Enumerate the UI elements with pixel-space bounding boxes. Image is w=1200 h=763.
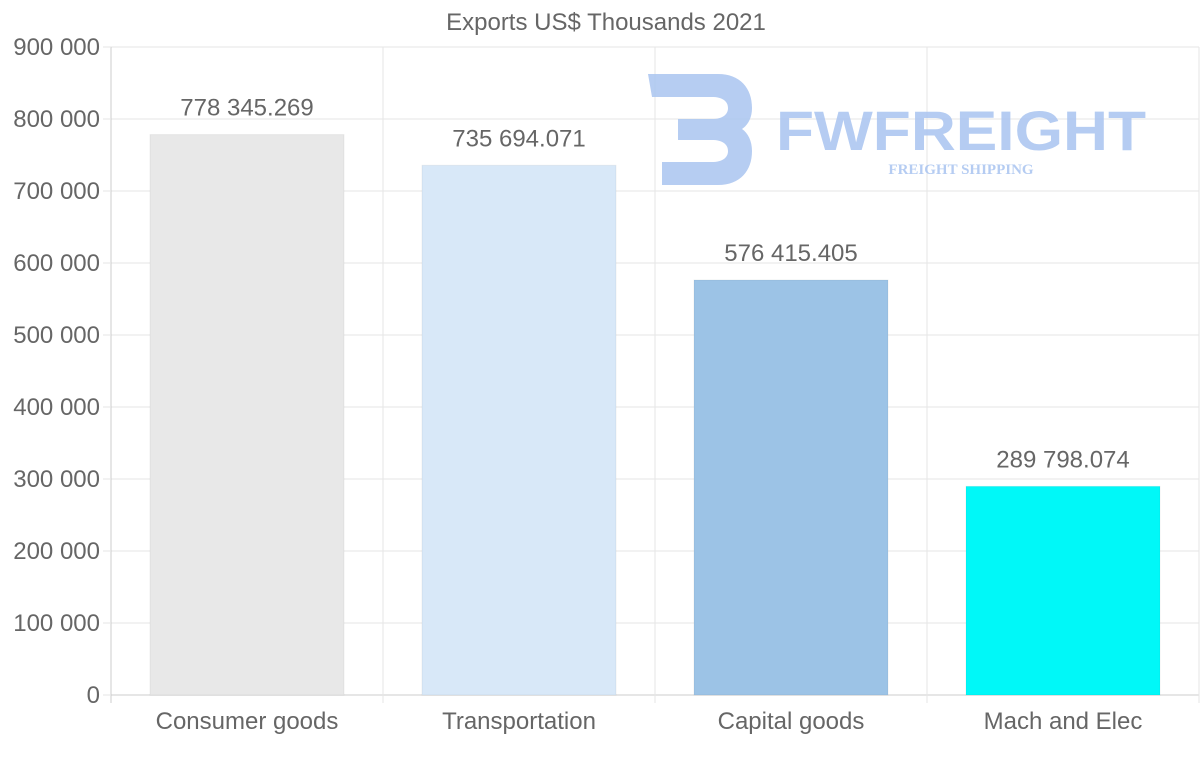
y-tick-label: 300 000	[13, 466, 100, 493]
y-tick-label: 600 000	[13, 250, 100, 277]
logo-tagline-text: FREIGHT SHIPPING	[888, 162, 1033, 178]
x-axis: Consumer goods Transportation Capital good…	[156, 708, 1143, 735]
bar	[421, 164, 617, 696]
data-label: 576 415.405	[724, 240, 857, 267]
x-tick-label: Mach and Elec	[984, 708, 1143, 735]
data-label: 735 694.071	[452, 125, 585, 152]
data-label: 289 798.074	[996, 446, 1129, 473]
bar	[965, 485, 1161, 696]
y-tick-label: 400 000	[13, 394, 100, 421]
y-tick-label: 700 000	[13, 178, 100, 205]
x-tick-label: Capital goods	[718, 708, 865, 735]
bars	[149, 134, 1161, 696]
watermark-logo: FWFREIGHT FREIGHT SHIPPING	[648, 74, 1146, 185]
y-tick-label: 800 000	[13, 106, 100, 133]
bar	[149, 134, 345, 696]
value-labels: 778 345.269 735 694.071 576 415.405 289 798…	[180, 95, 1129, 474]
bar	[693, 279, 889, 696]
y-tick-label: 500 000	[13, 322, 100, 349]
y-axis: 0 100 000 200 000 300 000 400 000 500 000 600 …	[13, 34, 111, 709]
y-tick-label: 100 000	[13, 610, 100, 637]
data-label: 778 345.269	[180, 95, 313, 122]
y-tick-label: 0	[87, 682, 100, 709]
logo-brand-text: FWFREIGHT	[776, 99, 1146, 162]
y-tick-label: 200 000	[13, 538, 100, 565]
y-tick-label: 900 000	[13, 34, 100, 61]
x-tick-label: Consumer goods	[156, 708, 339, 735]
logo-icon	[648, 74, 752, 185]
x-tick-label: Transportation	[442, 708, 596, 735]
chart-title: Exports US$ Thousands 2021	[446, 9, 766, 36]
